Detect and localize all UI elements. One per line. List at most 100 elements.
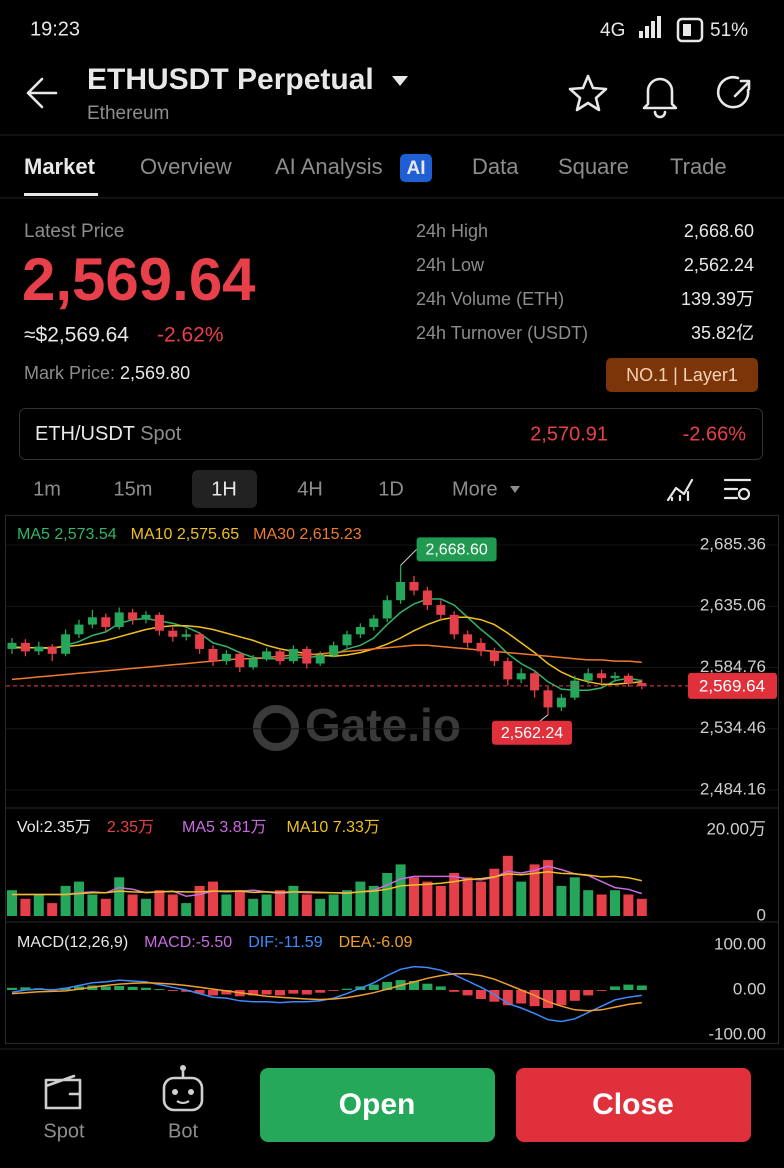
candle-body [597, 673, 607, 679]
macd-bar [315, 990, 326, 993]
tab[interactable]: AI Analysis [275, 154, 383, 179]
interval[interactable]: 1D [378, 478, 404, 500]
volume-bar [556, 885, 567, 916]
candle-body [235, 653, 245, 668]
tab[interactable]: Market [24, 154, 96, 179]
spot-change: -2.66% [683, 423, 747, 445]
spot-icon[interactable] [44, 1074, 82, 1110]
close-button[interactable] [516, 1068, 751, 1142]
volume-bar [462, 877, 473, 916]
status-time: 19:23 [30, 18, 80, 40]
interval[interactable]: 1H [211, 478, 237, 500]
volume-bar [60, 885, 71, 916]
close-button-text[interactable]: Close [592, 1088, 674, 1121]
volume-bar [328, 894, 339, 916]
candle-body [302, 648, 312, 664]
macd-bar [382, 981, 393, 990]
legend-value: 2.35万 [107, 819, 154, 836]
legend-value: DIF:-11.59 [248, 934, 323, 951]
volume-bar [355, 881, 366, 916]
macd-bar [623, 984, 634, 990]
spot-pair[interactable]: ETH/USDT Spot [35, 423, 182, 445]
macd-bar [248, 990, 259, 996]
y-tick-label: 2,685.36 [700, 534, 766, 553]
macd-bar [556, 990, 567, 1006]
tab[interactable]: Data [472, 154, 519, 179]
macd-bar [583, 990, 594, 996]
mark-label: Mark Price: [24, 363, 115, 383]
interval[interactable]: 15m [114, 478, 153, 500]
share-button[interactable] [716, 75, 751, 109]
legend-label: MACD(12,26,9) [17, 934, 128, 951]
favorite-button[interactable] [568, 74, 608, 112]
candle-body [489, 651, 499, 662]
tab[interactable]: Overview [140, 154, 232, 179]
volume-bar [342, 890, 352, 916]
settings-button[interactable] [723, 478, 752, 500]
ma-line [12, 616, 642, 686]
y-tick-label: 0 [757, 905, 766, 924]
battery-icon [676, 17, 704, 43]
candle-body [208, 648, 218, 662]
more-caret[interactable] [510, 486, 520, 493]
macd-bar [368, 984, 379, 990]
volume-bar [7, 890, 17, 916]
macd-bar [100, 986, 111, 990]
mark-price: Mark Price: 2,569.80 [24, 363, 190, 383]
legend-name: MA5 [17, 526, 50, 543]
candle-body [61, 634, 71, 654]
spot-pair-name: ETH/USDT [35, 423, 135, 445]
macd-bar [422, 983, 433, 990]
interval[interactable]: More [452, 478, 498, 500]
plot: 2,685.36 2,635.06 2,584.76 2,534.46 2,484.16… [6, 534, 778, 1043]
candle-body [476, 642, 486, 652]
macd-bar [409, 981, 419, 990]
indicator-button[interactable] [666, 478, 694, 502]
volume-bar [529, 864, 540, 916]
mark-value: 2,569.80 [120, 363, 190, 383]
volume-bar [368, 885, 379, 916]
macd-bar [261, 990, 272, 995]
alert-button[interactable] [642, 77, 678, 119]
volume-bar [476, 881, 486, 916]
spot-nav[interactable]: Spot [43, 1120, 85, 1142]
volume-bar [275, 890, 285, 916]
candle-body [449, 614, 459, 635]
ma-legend: MA5 2,573.54 MA10 2,575.65 MA30 2,615.23 [17, 526, 362, 543]
candle-body [610, 675, 620, 679]
bot-nav[interactable]: Bot [168, 1120, 198, 1142]
header-title[interactable]: ETHUSDT Perpetual [87, 63, 374, 96]
candle-body [288, 648, 298, 662]
volume-bar [596, 894, 607, 916]
spot-price: 2,570.91 [530, 423, 608, 445]
candle-body [248, 658, 258, 668]
volume-bar [636, 898, 647, 916]
volume-bar [315, 898, 326, 916]
candle-body [275, 651, 285, 662]
candle-body [355, 627, 365, 635]
rank-badge-text[interactable]: NO.1 | Layer1 [626, 365, 738, 385]
back-button[interactable] [26, 77, 58, 109]
latest-price: 2,569.64 [22, 246, 256, 313]
status-battery: 51% [710, 20, 748, 41]
legend-value: 7.33万 [333, 819, 380, 836]
candle-body [329, 645, 339, 656]
interval[interactable]: 4H [297, 478, 323, 500]
tab[interactable]: Trade [670, 154, 727, 179]
open-button-text[interactable]: Open [339, 1088, 416, 1121]
candle-body [221, 653, 231, 662]
stat-value: 2,562.24 [684, 255, 754, 275]
bot-icon[interactable] [162, 1065, 204, 1112]
stat-label: 24h High [416, 221, 488, 241]
spot-row[interactable] [19, 408, 763, 460]
volume-bar [261, 894, 272, 916]
rank-badge[interactable] [606, 358, 758, 392]
macd-bar [208, 990, 218, 996]
tab[interactable]: Square [558, 154, 629, 179]
volume-bar [234, 890, 245, 916]
macd-bar [301, 990, 312, 995]
open-button[interactable] [260, 1068, 495, 1142]
volume-bar [87, 894, 98, 916]
interval[interactable]: 1m [33, 478, 61, 500]
title-dropdown[interactable] [392, 76, 408, 86]
